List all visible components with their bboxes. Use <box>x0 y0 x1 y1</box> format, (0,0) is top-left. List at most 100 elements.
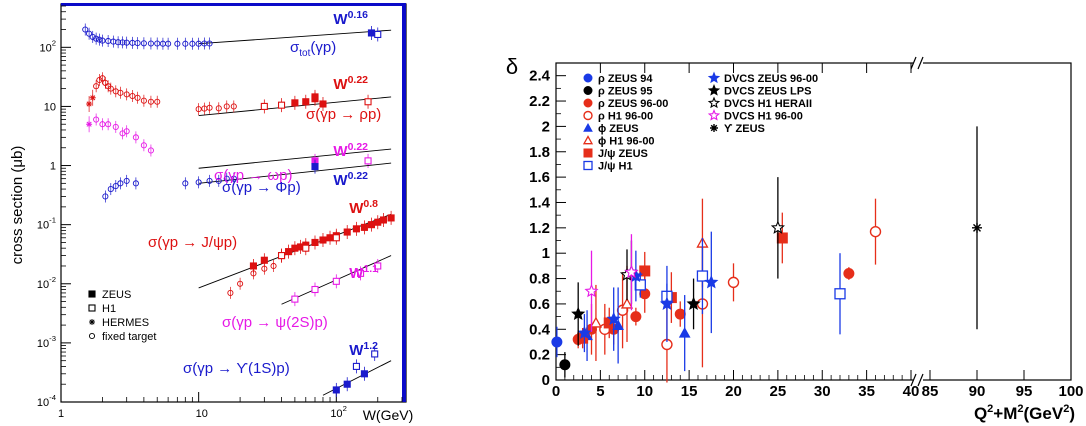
y-tick-label: 2.4 <box>529 68 551 85</box>
legend-label: J/ψ H1 <box>598 161 633 173</box>
h1-point <box>374 30 382 39</box>
marker <box>583 148 593 158</box>
marker <box>577 325 592 340</box>
fixed-target-point <box>123 91 130 98</box>
x-tick-label: 90 <box>969 383 986 400</box>
fixed-target-point <box>223 175 230 182</box>
hermes-point <box>86 121 93 128</box>
marker <box>710 124 718 132</box>
axis-break-mask <box>913 374 923 386</box>
y-tick-label: 10-4 <box>37 393 57 409</box>
fixed-target-point <box>227 289 234 296</box>
axis-break-mark <box>917 373 924 387</box>
marker <box>972 222 982 233</box>
legend-label: ϕ ZEUS <box>598 123 639 135</box>
data-point <box>704 231 719 334</box>
data-point <box>834 253 846 335</box>
zeus-point <box>319 236 327 244</box>
zeus-point <box>326 234 334 242</box>
data-point <box>972 126 982 330</box>
x-tick-label: 95 <box>1016 383 1033 400</box>
legend-label: ρ ZEUS 96-00 <box>598 98 668 110</box>
zeus-point <box>343 228 351 236</box>
power-law-label: W0.22 <box>333 141 368 160</box>
fixed-target-point <box>132 134 139 141</box>
x-tick-label: 0 <box>552 383 560 400</box>
zeus-point <box>332 386 340 394</box>
right-y-axis-label: δ <box>506 54 518 79</box>
legend-label: fixed target <box>102 331 156 343</box>
zeus-point <box>260 256 268 264</box>
fixed-target-point <box>206 104 213 111</box>
hermes-point <box>86 100 93 107</box>
right-x-axis-label: Q2+M2(GeV2) <box>974 403 1075 423</box>
fixed-target-point <box>82 26 89 33</box>
y-tick-label: 10-3 <box>37 334 56 350</box>
fixed-target-point <box>140 97 147 104</box>
marker <box>674 308 686 320</box>
legend-label: ρ ZEUS 95 <box>598 86 653 98</box>
legend-label: DVCS ZEUS 96-00 <box>724 73 818 85</box>
fixed-target-point <box>99 121 106 128</box>
marker <box>612 319 624 330</box>
fixed-target-point <box>93 116 100 123</box>
power-law-label: W1.2 <box>349 340 378 359</box>
x-tick-label: 1 <box>58 408 64 420</box>
fixed-target-point <box>230 103 237 110</box>
x-tick-label: 40 <box>903 383 920 400</box>
fixed-target-point <box>223 103 230 110</box>
y-tick-label: 1.6 <box>529 169 550 186</box>
legend-label: H1 <box>102 303 116 315</box>
legend-label: DVCS ZEUS LPS <box>724 86 811 98</box>
marker <box>843 267 855 279</box>
marker <box>869 225 882 238</box>
fixed-target-point <box>123 177 130 184</box>
x-tick-label: 25 <box>770 383 787 400</box>
axis-break-mark <box>910 56 917 70</box>
x-tick-label: 85 <box>922 383 939 400</box>
marker <box>707 96 721 109</box>
marker <box>583 73 593 83</box>
marker <box>589 316 603 328</box>
h1-point <box>260 102 268 110</box>
fixed-target-point <box>147 147 154 154</box>
data-point <box>686 278 701 330</box>
fixed-target-point <box>147 98 154 105</box>
zeus-point <box>311 238 319 247</box>
fit-line <box>198 148 392 169</box>
x-tick-label: 35 <box>858 383 875 400</box>
left-x-axis-label: W(GeV) <box>363 407 414 423</box>
fixed-target-point <box>165 40 172 47</box>
fixed-target-point <box>107 85 114 92</box>
fixed-target-point <box>134 40 141 47</box>
x-tick-label: 20 <box>725 383 742 400</box>
data-point <box>659 265 674 342</box>
fixed-target-point <box>195 106 202 113</box>
process-label: σ(γp → ωp) <box>214 167 292 184</box>
data-point <box>577 314 592 353</box>
marker <box>583 160 593 171</box>
marker <box>584 283 599 298</box>
power-law-label: W0.22 <box>333 74 368 93</box>
zeus-point <box>387 214 395 222</box>
fixed-target-point <box>154 98 161 105</box>
legend-marker <box>88 332 96 340</box>
data-point <box>678 295 691 372</box>
legend-marker <box>88 290 96 298</box>
data-point <box>571 282 586 346</box>
fixed-target-point <box>182 180 189 187</box>
fixed-target-point <box>93 83 100 90</box>
y-tick-label: 0.8 <box>529 271 550 288</box>
left-y-axis-label: cross section (μb) <box>9 146 26 265</box>
fixed-target-point <box>107 186 114 193</box>
y-tick-label: 1.2 <box>529 220 550 237</box>
fixed-target-point <box>117 180 124 187</box>
process-label: σ(γp → ϒ(1S)p) <box>183 360 290 377</box>
x-tick-label: 15 <box>681 383 698 400</box>
legend-label: HERMES <box>102 317 149 329</box>
y-tick-label: 1.4 <box>529 194 551 211</box>
y-tick-label: 0.2 <box>529 347 550 364</box>
marker <box>606 311 621 326</box>
fixed-target-point <box>112 182 119 190</box>
data-point <box>776 212 788 264</box>
